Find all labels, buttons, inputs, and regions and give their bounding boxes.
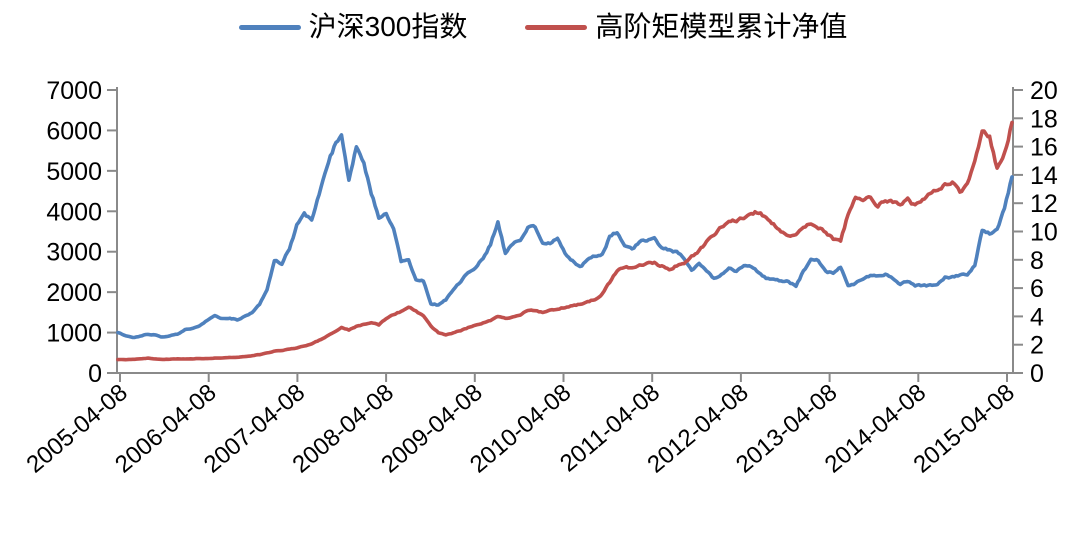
y-axis-right-tick-label: 4 [1030, 303, 1044, 331]
y-axis-right-tick-label: 18 [1030, 105, 1058, 133]
chart-legend: 沪深300指数 高阶矩模型累计净值 [0, 11, 1086, 43]
y-axis-left-tick-label: 6000 [46, 117, 102, 145]
y-axis-right-tick-label: 14 [1030, 162, 1058, 190]
legend-item-csi300: 沪深300指数 [238, 11, 468, 43]
y-axis-left-tick-label: 3000 [46, 239, 102, 267]
series-line-model-nav [116, 120, 1014, 362]
y-axis-right-tick-label: 20 [1030, 77, 1058, 105]
y-axis-right-tick-label: 6 [1030, 275, 1044, 303]
y-axis-right-tick-label: 2 [1030, 332, 1044, 360]
y-axis-left-tick-label: 2000 [46, 279, 102, 307]
legend-line-swatch-csi300 [238, 24, 301, 30]
legend-item-model: 高阶矩模型累计净值 [525, 11, 848, 43]
y-axis-right-tick-label: 8 [1030, 247, 1044, 275]
y-axis-left-tick-label: 4000 [46, 198, 102, 226]
y-axis-left-tick-label: 5000 [46, 158, 102, 186]
y-axis-left-tick-label: 1000 [46, 320, 102, 348]
y-axis-right-tick-label: 16 [1030, 134, 1058, 162]
legend-label-model: 高阶矩模型累计净值 [595, 11, 848, 42]
y-axis-right-tick-label: 0 [1030, 360, 1044, 388]
y-axis-right-tick-label: 12 [1030, 190, 1058, 218]
y-axis-left-tick-label: 0 [88, 360, 102, 388]
legend-line-swatch-model [525, 24, 588, 30]
y-axis-left-tick-label: 7000 [46, 77, 102, 105]
y-axis-right-tick-label: 10 [1030, 219, 1058, 247]
series-line-csi300 [116, 133, 1014, 340]
legend-label-csi300: 沪深300指数 [308, 11, 468, 42]
